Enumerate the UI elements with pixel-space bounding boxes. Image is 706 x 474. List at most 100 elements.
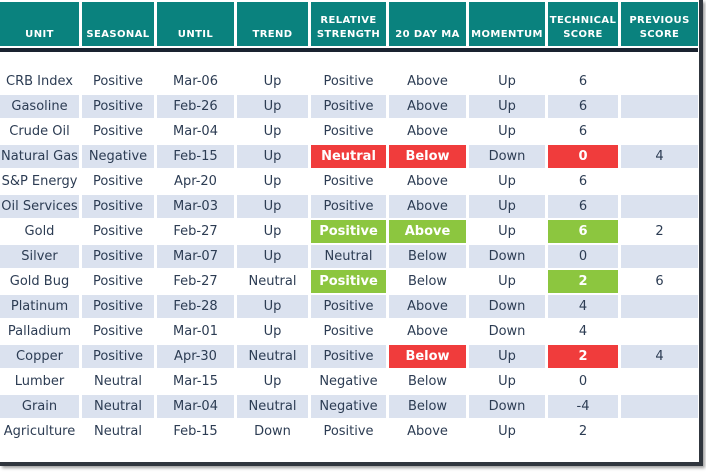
table-cell: Neutral [311,245,386,268]
table-cell: Positive [82,295,154,318]
table-cell: Below [389,245,466,268]
table-cell: Up [237,95,308,118]
table-cell: Up [469,195,545,218]
table-cell: -4 [548,395,618,418]
column-header-until: UNTIL [157,2,234,46]
table-cell: Up [469,170,545,193]
table-cell: 6 [621,270,698,293]
table-cell: Up [237,220,308,243]
table-cell: 0 [548,370,618,393]
table-cell [621,320,698,343]
table-cell: Down [237,420,308,443]
table-cell: Up [237,170,308,193]
table-cell: Down [469,320,545,343]
table-cell: Positive [82,195,154,218]
row-label-lumber: Lumber [0,370,79,393]
table-cell: Above [389,420,466,443]
table-cell: Down [469,145,545,168]
table-cell: 6 [548,70,618,93]
table-cell [621,420,698,443]
table-cell: Mar-01 [157,320,234,343]
table-cell [621,120,698,143]
table-cell: Feb-27 [157,270,234,293]
table-cell [621,70,698,93]
column-header-unit: UNIT [0,2,79,46]
table-cell: Up [469,95,545,118]
table-cell: 4 [548,295,618,318]
table-cell: Mar-06 [157,70,234,93]
column-header-trend: TREND [237,2,308,46]
table-cell: Below [389,370,466,393]
table-cell: Feb-28 [157,295,234,318]
table-cell: Positive [311,420,386,443]
table-cell: Feb-26 [157,95,234,118]
table-cell: Positive [82,270,154,293]
table-cell [621,245,698,268]
table-cell: Negative [311,395,386,418]
table-cell: Below [389,270,466,293]
table-cell: Above [389,220,466,243]
table-cell: Positive [82,320,154,343]
column-header-relative-strength: RELATIVE STRENGTH [311,2,386,46]
column-header-20-day-ma: 20 DAY MA [389,2,466,46]
table-cell: Positive [82,245,154,268]
table-cell: Above [389,295,466,318]
row-label-silver: Silver [0,245,79,268]
table-cell: Above [389,95,466,118]
table-cell [621,170,698,193]
table-cell: Up [469,120,545,143]
table-cell [621,295,698,318]
table-cell: Positive [311,320,386,343]
table-cell: Feb-15 [157,420,234,443]
table-cell: Above [389,195,466,218]
table-cell: Up [237,320,308,343]
table-cell [621,195,698,218]
table-cell: Up [237,120,308,143]
table-cell: Above [389,320,466,343]
table-cell: Negative [311,370,386,393]
table-cell: Positive [82,170,154,193]
table-cell: Positive [311,195,386,218]
row-label-crb-index: CRB Index [0,70,79,93]
table-cell: Neutral [82,370,154,393]
row-label-s-p-energy: S&P Energy [0,170,79,193]
table-cell: 4 [548,320,618,343]
table-cell: Neutral [237,395,308,418]
header-spacer-row [0,54,698,68]
table-cell: 2 [548,345,618,368]
table-cell: Up [237,145,308,168]
table-cell: Positive [311,95,386,118]
table-cell: Positive [311,295,386,318]
row-label-gold-bug: Gold Bug [0,270,79,293]
table-cell: Positive [82,120,154,143]
table-cell: Neutral [311,145,386,168]
table-cell: Neutral [82,395,154,418]
row-label-oil-services: Oil Services [0,195,79,218]
row-label-gasoline: Gasoline [0,95,79,118]
row-label-grain: Grain [0,395,79,418]
table-cell: Neutral [82,420,154,443]
table-cell: Positive [82,345,154,368]
table-cell: Apr-20 [157,170,234,193]
table-cell: 2 [548,420,618,443]
table-cell: Positive [311,220,386,243]
table-cell: Up [469,345,545,368]
table-cell: Negative [82,145,154,168]
row-label-platinum: Platinum [0,295,79,318]
table-cell: Mar-04 [157,120,234,143]
table-frame: UNIT SEASONAL UNTIL TREND RELATIVE STRENGTH 2… [0,0,703,466]
table-cell: Below [389,345,466,368]
table-cell: Positive [82,95,154,118]
commodity-table: UNIT SEASONAL UNTIL TREND RELATIVE STRENGTH 2… [0,2,698,443]
table-cell: Down [469,245,545,268]
column-header-momentum: MOMENTUM [469,2,545,46]
table-cell: Below [389,395,466,418]
table-cell: Positive [311,70,386,93]
column-header-technical-score: TECHNICAL SCORE [548,2,618,46]
row-label-copper: Copper [0,345,79,368]
table-cell: 2 [548,270,618,293]
table-cell: Down [469,395,545,418]
table-cell: Up [469,420,545,443]
table-cell: Positive [311,170,386,193]
table-cell: Mar-03 [157,195,234,218]
